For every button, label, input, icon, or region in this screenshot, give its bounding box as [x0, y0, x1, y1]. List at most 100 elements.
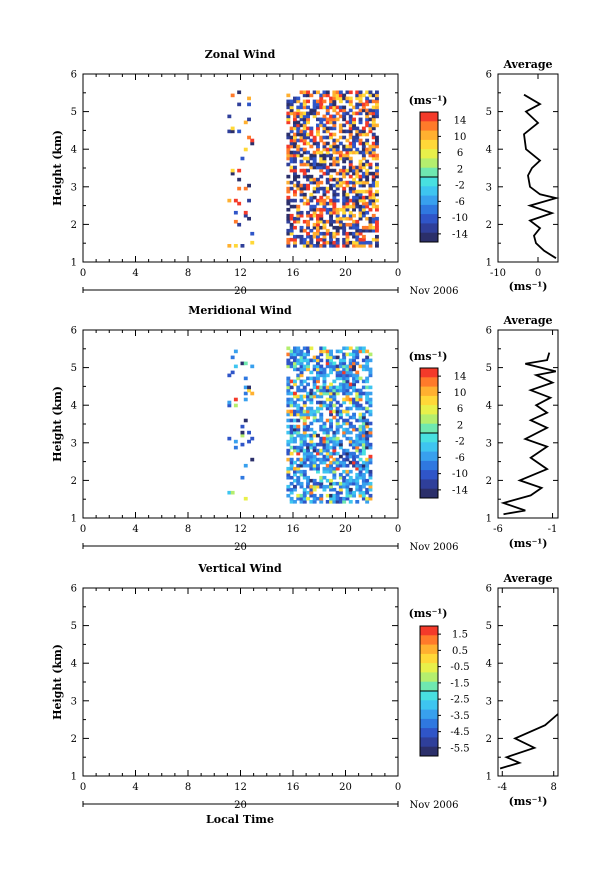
heatmap-cell	[293, 445, 297, 450]
heatmap-cell	[355, 129, 360, 134]
heatmap-cell	[325, 129, 330, 134]
heatmap-cell	[329, 478, 333, 483]
heatmap-cell	[352, 376, 356, 381]
heatmap-cell	[302, 105, 307, 110]
heatmap-cell	[371, 216, 376, 221]
heatmap-cell	[358, 90, 363, 95]
heatmap-cell	[302, 168, 307, 173]
xlabel-local-time: Local Time	[206, 813, 274, 826]
heatmap-cell	[338, 108, 343, 113]
heatmap-cell	[319, 198, 324, 203]
heatmap-cell	[358, 168, 363, 173]
heatmap-cell	[312, 213, 317, 218]
heatmap-cell	[345, 234, 350, 239]
heatmap-cell	[348, 385, 353, 390]
heatmap-cell	[296, 376, 301, 381]
heatmap-cell	[361, 418, 366, 423]
heatmap-cell	[299, 129, 304, 134]
heatmap-cell	[332, 195, 337, 200]
heatmap-cell	[316, 481, 320, 486]
heatmap-cell	[352, 183, 356, 188]
heatmap-cell	[335, 364, 340, 369]
heatmap-cell	[335, 349, 340, 354]
avg-x-tick-label: 0	[535, 268, 541, 279]
heatmap-cell	[296, 427, 301, 432]
heatmap-cell	[355, 463, 360, 468]
heatmap-cell	[345, 487, 350, 492]
heatmap-cell	[302, 138, 307, 143]
heatmap-cell	[371, 198, 376, 203]
heatmap-cell	[365, 108, 370, 113]
heatmap-cell	[348, 493, 353, 498]
heatmap-cell	[296, 481, 301, 486]
heatmap-cell	[250, 391, 255, 396]
heatmap-cell	[345, 436, 350, 441]
heatmap-cell	[319, 475, 324, 480]
x-tick-label: 0	[80, 524, 86, 535]
heatmap-cell	[368, 144, 373, 149]
heatmap-cell	[365, 159, 370, 164]
heatmap-cell	[325, 355, 330, 360]
heatmap-cell	[325, 445, 330, 450]
heatmap-cell	[306, 448, 310, 453]
heatmap-cell	[237, 102, 242, 107]
heatmap-cell	[329, 210, 333, 215]
heatmap-cell	[302, 123, 307, 128]
heatmap-cell	[296, 138, 301, 143]
heatmap-cell	[342, 430, 347, 435]
meridional-ylabel: Height (km)	[51, 386, 64, 462]
heatmap-cell	[352, 240, 356, 245]
heatmap-cell	[293, 478, 297, 483]
heatmap-cell	[286, 150, 291, 155]
heatmap-cell	[361, 481, 366, 486]
heatmap-cell	[329, 231, 333, 236]
heatmap-cell	[299, 433, 304, 438]
heatmap-cell	[316, 213, 320, 218]
avg-y-tick-label: 6	[486, 70, 492, 81]
heatmap-cell	[329, 500, 333, 504]
heatmap-cell	[250, 138, 255, 143]
heatmap-cell	[302, 120, 307, 125]
heatmap-cell	[296, 213, 301, 218]
heatmap-cell	[348, 364, 353, 369]
heatmap-cell	[348, 361, 353, 366]
heatmap-cell	[335, 240, 340, 245]
vertical-plot-frame	[82, 587, 399, 777]
heatmap-cell	[302, 114, 307, 119]
avg-y-tick-label: 1	[486, 258, 492, 269]
heatmap-cell	[345, 448, 350, 453]
heatmap-cell	[368, 475, 373, 480]
heatmap-cell	[361, 129, 366, 134]
heatmap-cell	[302, 463, 307, 468]
heatmap-cell	[371, 147, 376, 152]
heatmap-cell	[375, 108, 379, 113]
heatmap-cell	[368, 493, 373, 498]
heatmap-cell	[352, 180, 356, 185]
heatmap-cell	[289, 481, 294, 486]
heatmap-cell	[325, 135, 330, 140]
heatmap-cell	[302, 244, 307, 248]
heatmap-cell	[240, 244, 245, 248]
heatmap-cell	[325, 439, 330, 444]
heatmap-cell	[230, 355, 235, 360]
heatmap-cell	[289, 135, 294, 140]
heatmap-cell	[312, 108, 317, 113]
heatmap-cell	[302, 174, 307, 179]
heatmap-cell	[375, 111, 379, 116]
heatmap-cell	[312, 99, 317, 104]
heatmap-cell	[289, 352, 294, 357]
heatmap-cell	[348, 370, 353, 375]
heatmap-cell	[368, 165, 373, 170]
heatmap-cell	[302, 460, 307, 465]
avg-y-tick-label: 2	[486, 476, 492, 487]
heatmap-cell	[325, 210, 330, 215]
heatmap-cell	[332, 496, 337, 501]
heatmap-cell	[316, 394, 320, 399]
heatmap-cell	[325, 120, 330, 125]
heatmap-cell	[312, 159, 317, 164]
heatmap-cell	[345, 412, 350, 417]
heatmap-cell	[322, 105, 327, 110]
heatmap-cell	[293, 225, 297, 230]
heatmap-cell	[286, 120, 291, 125]
heatmap-cell	[352, 168, 356, 173]
